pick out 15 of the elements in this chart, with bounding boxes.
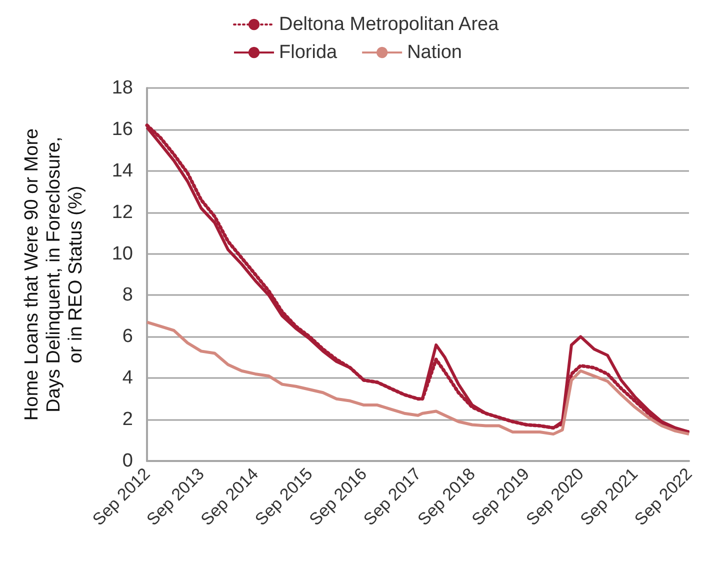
- y-tick-label: 2: [122, 409, 133, 430]
- legend-label: Deltona Metropolitan Area: [279, 14, 500, 35]
- y-tick-label: 8: [122, 284, 133, 306]
- y-tick-label: 4: [122, 368, 134, 389]
- y-tick-label: 0: [122, 450, 133, 472]
- legend-label: Nation: [407, 42, 462, 63]
- y-axis-title: Home Loans that Were 90 or More Days Delinquent, in Foreclosure, or in REO Status (%): [22, 128, 86, 421]
- y-tick-label: 18: [112, 78, 133, 98]
- y-tick-label: 6: [122, 326, 133, 348]
- y-tick-label: 16: [112, 118, 133, 140]
- line-series: [146, 320, 690, 436]
- legend-label: Florida: [279, 42, 338, 63]
- y-tick-label: 14: [112, 160, 134, 182]
- y-tick-label: 10: [112, 243, 133, 264]
- y-tick-label: 12: [112, 202, 133, 223]
